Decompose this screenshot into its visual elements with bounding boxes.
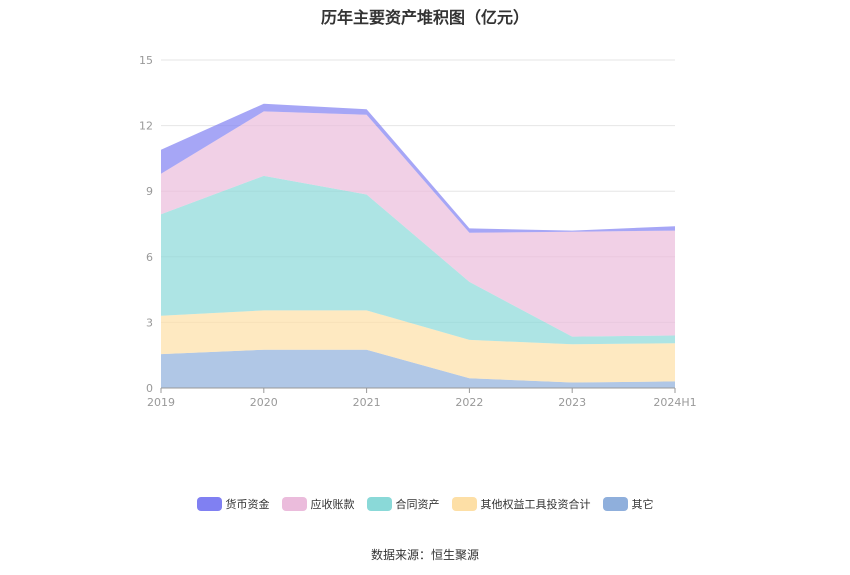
y-tick-label: 12 [139,120,153,133]
y-tick-label: 3 [146,316,153,329]
y-tick-label: 0 [146,382,153,395]
legend-item[interactable]: 其它 [602,496,654,512]
area-其它 [161,349,675,388]
legend-swatch [366,497,392,511]
area-series [161,103,675,388]
legend-swatch [451,497,477,511]
legend: 货币资金 应收账款 合同资产 其他权益工具投资合计 其它 [0,496,850,512]
x-tick-label: 2021 [353,396,381,409]
legend-label: 货币资金 [225,498,270,511]
chart-title: 历年主要资产堆积图（亿元） [320,8,529,27]
y-tick-label: 9 [146,185,153,198]
x-tick-label: 2024H1 [653,396,696,409]
legend-label: 应收账款 [310,498,355,511]
legend-swatch [602,497,628,511]
axes: 0 3 6 9 12 15 2019 2020 2021 2022 2023 2024H1 [139,54,697,409]
legend-item[interactable]: 合同资产 [366,496,440,512]
x-tick-label: 2019 [147,396,175,409]
y-tick-label: 15 [139,54,153,67]
legend-label: 合同资产 [395,498,440,511]
legend-item[interactable]: 其他权益工具投资合计 [451,496,591,512]
legend-label: 其他权益工具投资合计 [480,498,591,511]
legend-label: 其它 [631,498,654,511]
area-其他权益工具投资合计 [161,310,675,383]
area-应收账款 [161,111,675,337]
legend-swatch [196,497,222,511]
legend-item[interactable]: 货币资金 [196,496,270,512]
x-tick-label: 2020 [250,396,278,409]
x-tick-label: 2023 [558,396,586,409]
area-合同资产 [161,175,675,345]
data-source: 数据来源：恒生聚源 [370,548,479,562]
legend-item[interactable]: 应收账款 [281,496,355,512]
x-tick-label: 2022 [455,396,483,409]
legend-swatch [281,497,307,511]
y-tick-label: 6 [146,251,153,264]
